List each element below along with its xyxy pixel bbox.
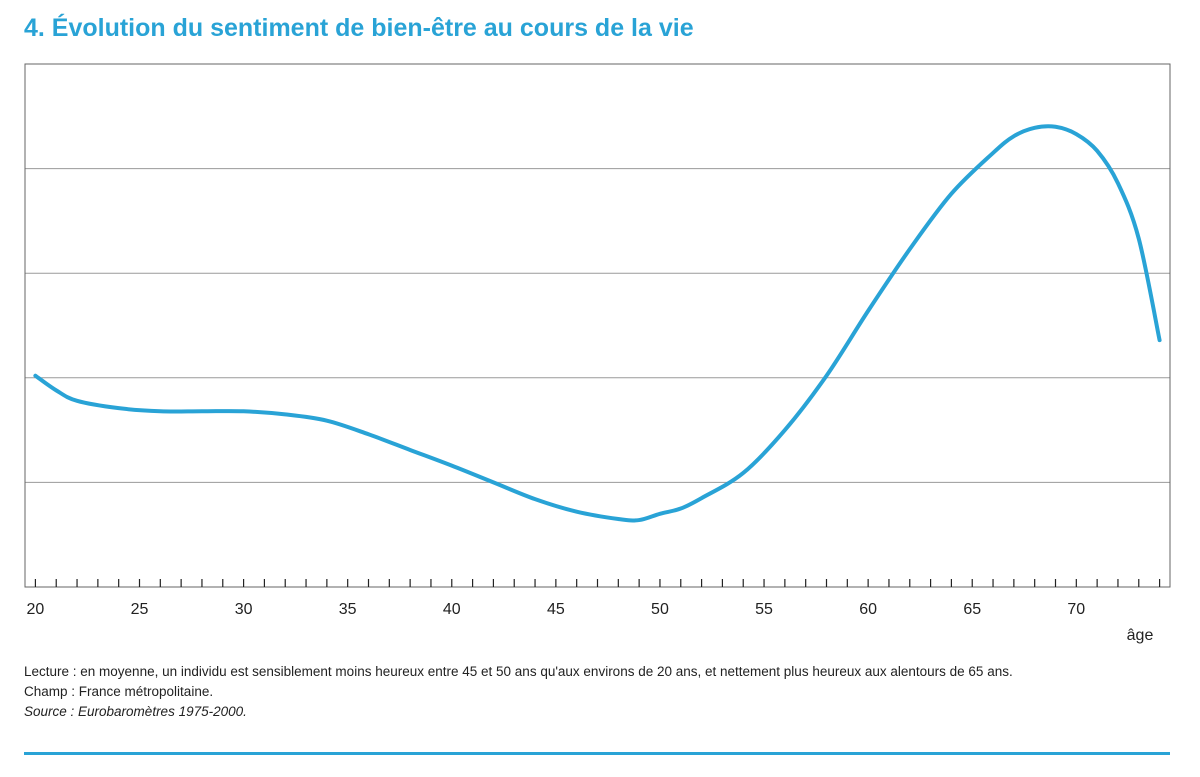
series-line (33, 124, 1162, 523)
chart-notes: Lecture : en moyenne, un individu est se… (24, 662, 1174, 722)
grid-layer (25, 168, 1170, 483)
plot-frame (24, 63, 1171, 588)
x-tick-label: 45 (547, 601, 565, 618)
x-tick-label: 35 (339, 601, 357, 618)
series-layer (33, 124, 1162, 523)
x-tick-label: 30 (235, 601, 253, 618)
x-tick-label: 60 (859, 601, 877, 618)
x-tick-label: 70 (1067, 601, 1085, 618)
x-tick-label: 50 (651, 601, 669, 618)
x-axis: 20 25 30 35 40 45 50 55 60 65 70 (27, 579, 1161, 618)
x-axis-label: âge (1127, 627, 1154, 644)
bottom-rule (24, 752, 1170, 755)
champ-note: Champ : France métropolitaine. (24, 684, 214, 699)
chart-title: 4. Évolution du sentiment de bien-être a… (24, 14, 694, 42)
x-tick-label: 55 (755, 601, 773, 618)
x-tick-label: 40 (443, 601, 461, 618)
lecture-note: Lecture : en moyenne, un individu est se… (24, 664, 1013, 679)
x-tick-label: 25 (131, 601, 149, 618)
source-note: Source : Eurobaromètres 1975-2000. (24, 704, 247, 719)
x-tick-label: 20 (27, 601, 45, 618)
x-tick-label: 65 (963, 601, 981, 618)
